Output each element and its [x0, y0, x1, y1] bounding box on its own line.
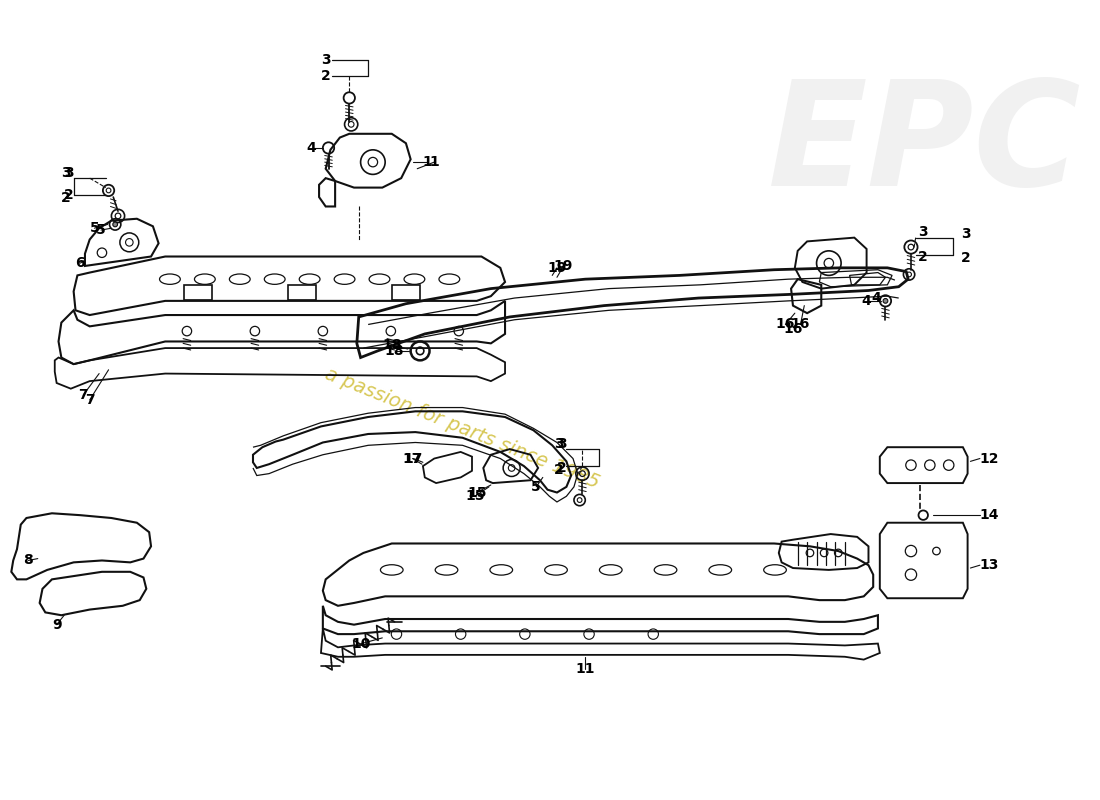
- Text: EPC: EPC: [769, 74, 1082, 216]
- Text: 1: 1: [429, 155, 439, 169]
- Text: 3: 3: [961, 227, 970, 241]
- Text: 12: 12: [980, 451, 1000, 466]
- Text: 8: 8: [23, 554, 33, 567]
- Text: 19: 19: [548, 261, 566, 275]
- Text: 14: 14: [980, 508, 1000, 522]
- Text: 4: 4: [861, 294, 871, 308]
- Text: 7: 7: [78, 388, 88, 402]
- Text: 10: 10: [352, 637, 371, 650]
- Text: 1: 1: [422, 155, 432, 169]
- Text: 2: 2: [918, 250, 928, 263]
- Text: 2: 2: [557, 461, 566, 475]
- Text: 13: 13: [980, 558, 999, 572]
- Text: 3: 3: [557, 438, 566, 451]
- Text: 11: 11: [575, 662, 595, 676]
- Text: 17: 17: [404, 451, 424, 466]
- Text: 2: 2: [961, 251, 970, 266]
- Text: 15: 15: [465, 490, 485, 503]
- Bar: [184, 285, 212, 300]
- Circle shape: [113, 222, 118, 226]
- Text: 16: 16: [783, 322, 803, 336]
- Text: 4: 4: [871, 291, 881, 305]
- Text: 7: 7: [85, 393, 95, 407]
- Text: 3: 3: [321, 53, 330, 67]
- Text: 18: 18: [385, 344, 405, 358]
- Text: 3: 3: [554, 438, 563, 451]
- Text: 19: 19: [554, 259, 573, 273]
- Text: 15: 15: [468, 486, 486, 499]
- Text: 2: 2: [64, 188, 74, 202]
- Text: 16: 16: [776, 318, 795, 331]
- Text: 2: 2: [62, 191, 72, 205]
- Text: 16: 16: [791, 318, 811, 331]
- Text: 17: 17: [403, 451, 422, 466]
- Text: 9: 9: [52, 618, 62, 632]
- Text: 3: 3: [918, 225, 928, 239]
- Text: 5: 5: [89, 221, 99, 235]
- Text: 6: 6: [76, 256, 85, 270]
- Text: 2: 2: [554, 463, 563, 477]
- Bar: [392, 285, 420, 300]
- Text: 3: 3: [64, 166, 74, 181]
- Text: 5: 5: [531, 480, 541, 494]
- Text: 3: 3: [62, 166, 70, 181]
- Bar: [288, 285, 316, 300]
- Text: 5: 5: [96, 223, 106, 237]
- Circle shape: [883, 298, 888, 303]
- Text: 2: 2: [321, 70, 331, 83]
- Text: 4: 4: [307, 141, 317, 155]
- Text: 18: 18: [382, 338, 402, 352]
- Text: a passion for parts since 1985: a passion for parts since 1985: [322, 364, 603, 492]
